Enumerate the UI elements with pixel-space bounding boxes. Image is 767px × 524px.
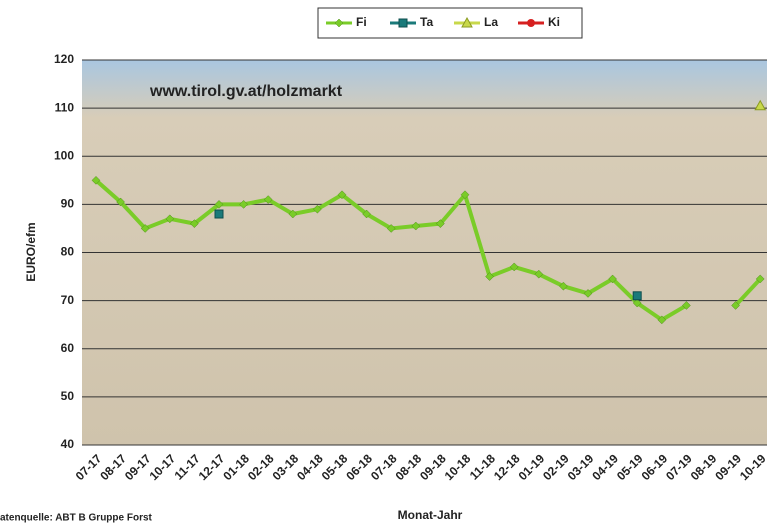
x-tick-label: 11-17 [172,451,203,482]
x-tick-label: 06-19 [639,451,671,483]
y-tick-label: 90 [61,197,75,211]
x-tick-label: 07-17 [73,451,105,483]
x-tick-label: 08-19 [688,451,720,483]
y-tick-label: 110 [55,100,75,114]
x-tick-label: 02-18 [245,451,277,483]
legend-label: Ta [420,15,433,29]
x-tick-label: 01-18 [220,451,252,483]
x-tick-label: 05-18 [319,451,351,483]
x-tick-label: 11-18 [467,451,498,482]
x-tick-label: 03-19 [565,451,597,483]
y-tick-label: 60 [61,341,75,355]
x-tick-label: 08-18 [393,451,425,483]
x-tick-label: 01-19 [516,451,548,483]
x-axis-label: Monat-Jahr [398,508,463,522]
x-tick-label: 12-17 [196,451,228,483]
point [399,19,407,27]
x-tick-label: 07-19 [663,451,695,483]
x-tick-label: 04-19 [589,451,621,483]
x-tick-label: 09-18 [417,451,449,483]
x-tick-label: 05-19 [614,451,646,483]
x-tick-label: 06-18 [343,451,375,483]
source: atenquelle: ABT B Gruppe Forst [0,513,153,524]
x-tick-label: 02-19 [540,451,572,483]
x-tick-label: 09-17 [122,451,154,483]
x-tick-label: 09-19 [712,451,744,483]
chart: www.tirol.gv.at/holzmarkt Monat-Jahr ate… [0,0,767,524]
y-tick-label: 50 [61,389,75,403]
x-tick-label: 10-19 [737,451,767,483]
point [633,292,641,300]
legend-label: Ki [548,15,560,29]
y-tick-label: 80 [61,245,75,259]
y-tick-label: 70 [61,293,75,307]
legend-label: La [484,15,498,29]
point [527,19,535,27]
point [215,210,223,218]
x-tick-label: 10-17 [147,451,179,483]
legend-label: Fi [356,15,367,29]
y-tick-label: 100 [54,148,74,162]
x-tick-label: 04-18 [294,451,326,483]
y-tick-label: 120 [54,52,74,66]
x-tick-label: 12-18 [491,451,523,483]
x-tick-label: 03-18 [270,451,302,483]
y-tick-label: 40 [61,437,75,451]
annotation: www.tirol.gv.at/holzmarkt [149,83,343,100]
x-tick-label: 08-17 [97,451,129,483]
y-axis-label: EURO/efm [24,222,38,281]
x-tick-label: 10-18 [442,451,474,483]
x-tick-label: 07-18 [368,451,400,483]
